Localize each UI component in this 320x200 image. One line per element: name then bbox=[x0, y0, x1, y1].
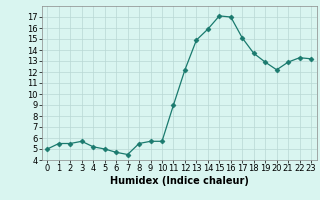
X-axis label: Humidex (Indice chaleur): Humidex (Indice chaleur) bbox=[110, 176, 249, 186]
